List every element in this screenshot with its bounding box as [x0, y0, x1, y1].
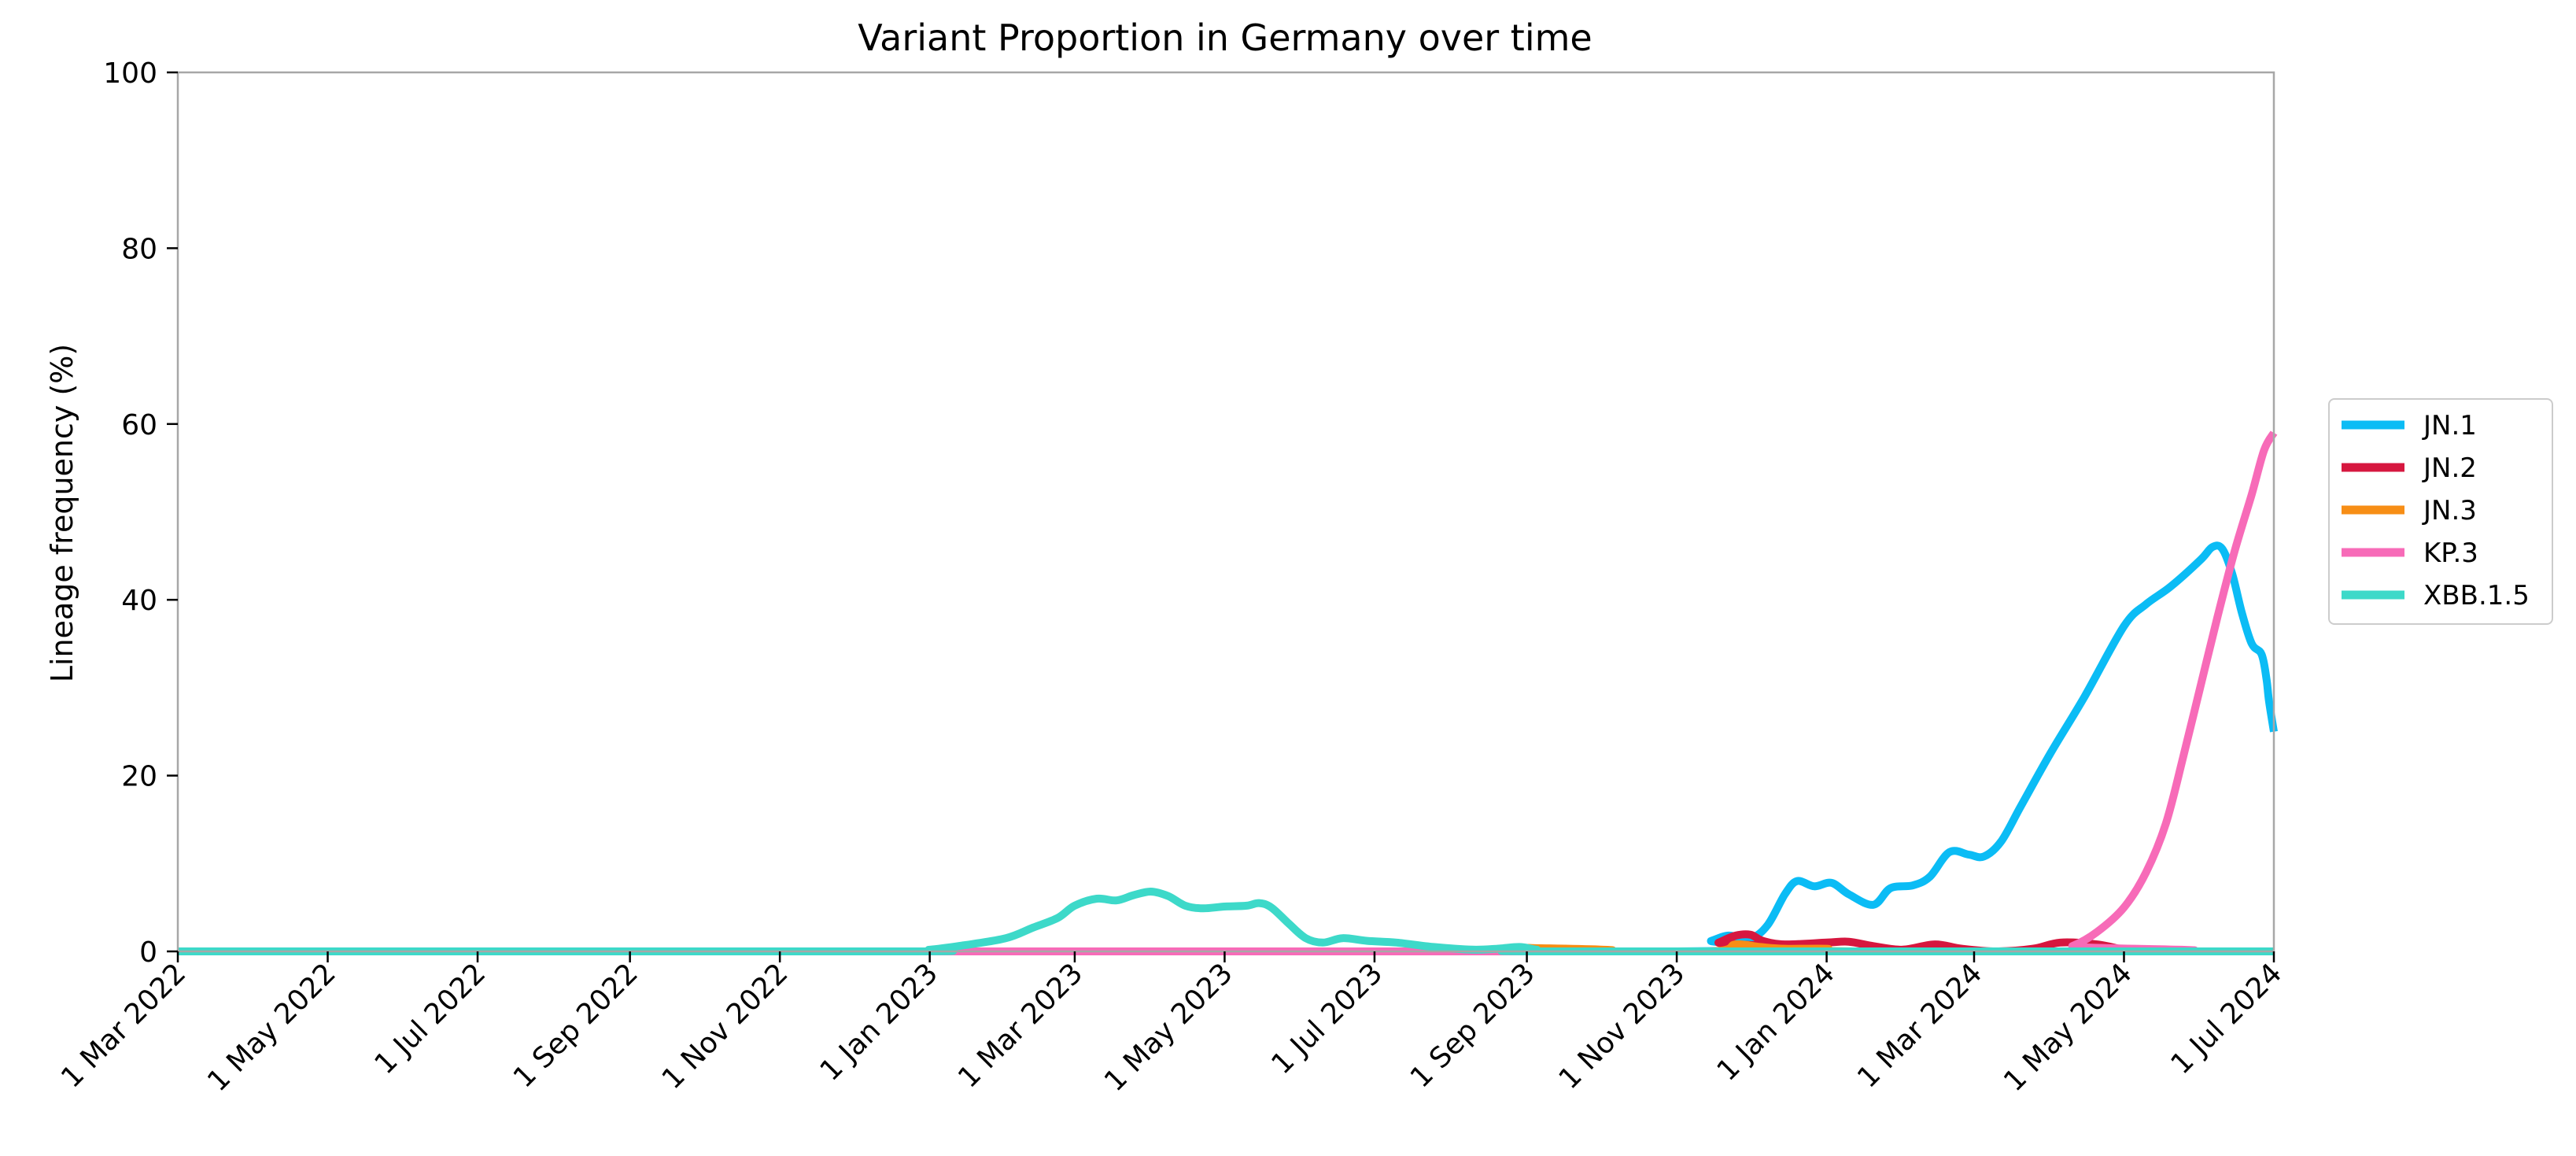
legend-label-jn-2: JN.2	[2422, 452, 2477, 484]
chart-title: Variant Proportion in Germany over time	[858, 17, 1592, 59]
legend: JN.1 JN.2 JN.3 KP.3 XBB.1.5	[2328, 398, 2553, 625]
y-tick-label: 60	[121, 409, 157, 441]
y-tick-label: 80	[121, 233, 157, 265]
plot-frame	[176, 71, 2275, 953]
y-tick-label: 40	[121, 585, 157, 617]
y-tick-label: 0	[139, 936, 157, 969]
series-line-xbb-1-5	[177, 888, 2274, 956]
y-tick-label: 20	[121, 761, 157, 793]
legend-label-jn-3: JN.3	[2422, 495, 2477, 526]
y-axis-label: Lineage frequency (%)	[45, 344, 79, 683]
legend-label-xbb-1-5: XBB.1.5	[2423, 580, 2530, 611]
y-axis: 0 20 40 60 80 100	[103, 57, 178, 969]
legend-label-jn-1: JN.1	[2422, 410, 2477, 441]
y-tick-label: 100	[103, 57, 157, 90]
legend-box	[2328, 398, 2553, 625]
legend-label-kp-3: KP.3	[2423, 537, 2478, 569]
